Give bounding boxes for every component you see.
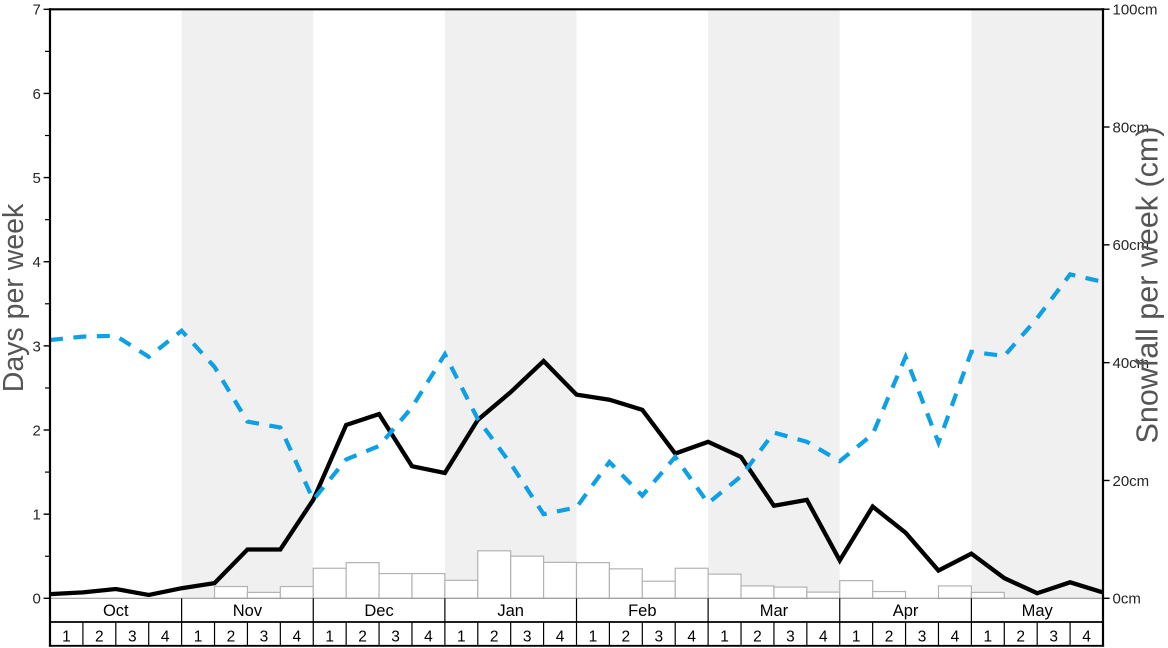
svg-text:Oct: Oct xyxy=(103,602,129,620)
svg-text:3: 3 xyxy=(260,628,269,645)
svg-text:Feb: Feb xyxy=(628,602,656,620)
svg-text:4: 4 xyxy=(556,628,565,645)
svg-text:2: 2 xyxy=(227,628,236,645)
svg-text:3: 3 xyxy=(918,628,927,645)
svg-text:2: 2 xyxy=(885,628,894,645)
svg-text:4: 4 xyxy=(161,628,170,645)
svg-text:3: 3 xyxy=(786,628,795,645)
svg-text:Jan: Jan xyxy=(497,602,524,620)
svg-text:4: 4 xyxy=(424,628,433,645)
svg-text:2: 2 xyxy=(358,628,367,645)
svg-text:1: 1 xyxy=(194,628,203,645)
svg-text:4: 4 xyxy=(951,628,960,645)
svg-text:2: 2 xyxy=(622,628,631,645)
svg-text:4: 4 xyxy=(33,254,41,271)
svg-text:1: 1 xyxy=(984,628,993,645)
svg-text:Apr: Apr xyxy=(893,602,919,620)
svg-text:Days per week: Days per week xyxy=(0,203,30,392)
svg-text:60cm: 60cm xyxy=(1113,237,1150,254)
svg-text:3: 3 xyxy=(1049,628,1058,645)
svg-text:Nov: Nov xyxy=(233,602,263,620)
svg-text:6: 6 xyxy=(33,86,41,103)
svg-text:20cm: 20cm xyxy=(1113,473,1150,490)
svg-text:2: 2 xyxy=(490,628,499,645)
svg-text:4: 4 xyxy=(1082,628,1091,645)
svg-text:80cm: 80cm xyxy=(1113,119,1150,136)
svg-text:1: 1 xyxy=(457,628,466,645)
svg-text:2: 2 xyxy=(753,628,762,645)
svg-text:Dec: Dec xyxy=(364,602,393,620)
svg-text:4: 4 xyxy=(687,628,696,645)
svg-text:1: 1 xyxy=(325,628,334,645)
svg-text:3: 3 xyxy=(128,628,137,645)
svg-text:3: 3 xyxy=(33,338,41,355)
svg-text:Snowfall per week (cm): Snowfall per week (cm) xyxy=(1131,127,1165,444)
svg-text:1: 1 xyxy=(62,628,71,645)
svg-text:100cm: 100cm xyxy=(1113,2,1158,19)
svg-text:1: 1 xyxy=(852,628,861,645)
svg-text:May: May xyxy=(1022,602,1054,620)
svg-text:3: 3 xyxy=(391,628,400,645)
svg-text:Mar: Mar xyxy=(760,602,789,620)
svg-text:1: 1 xyxy=(33,507,41,524)
svg-text:3: 3 xyxy=(654,628,663,645)
svg-text:0cm: 0cm xyxy=(1113,591,1141,608)
svg-text:3: 3 xyxy=(523,628,532,645)
svg-text:1: 1 xyxy=(720,628,729,645)
svg-text:4: 4 xyxy=(819,628,828,645)
svg-text:2: 2 xyxy=(95,628,104,645)
svg-text:7: 7 xyxy=(33,2,41,19)
svg-text:2: 2 xyxy=(1016,628,1025,645)
svg-text:2: 2 xyxy=(33,422,41,439)
svg-text:0: 0 xyxy=(33,591,41,608)
svg-text:4: 4 xyxy=(292,628,301,645)
svg-text:5: 5 xyxy=(33,170,41,187)
svg-text:1: 1 xyxy=(589,628,598,645)
svg-text:40cm: 40cm xyxy=(1113,355,1150,372)
